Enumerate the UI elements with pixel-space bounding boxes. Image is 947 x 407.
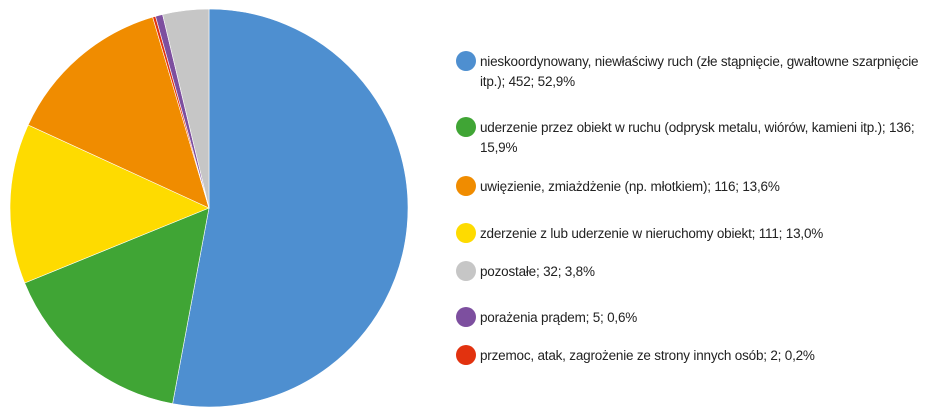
pie-slice <box>162 8 210 209</box>
legend-swatch <box>456 176 476 196</box>
legend-label: uwięzienie, zmiażdżenie (np. młotkiem); … <box>480 179 780 194</box>
legend-swatch <box>456 345 476 365</box>
legend-item: porażenia prądem; 5; 0,6% <box>456 307 944 328</box>
legend-label: zderzenie z lub uderzenie w nieruchomy o… <box>480 226 824 241</box>
legend-swatch <box>456 117 476 137</box>
pie-slice <box>172 8 409 407</box>
legend-label: przemoc, atak, zagrożenie ze strony inny… <box>480 348 815 363</box>
pie-slice <box>27 16 210 209</box>
legend-swatch <box>456 223 476 243</box>
legend-item: zderzenie z lub uderzenie w nieruchomy o… <box>456 223 944 244</box>
legend-item: uderzenie przez obiekt w ruchu (odprysk … <box>456 117 944 158</box>
legend-label: pozostałe; 32; 3,8% <box>480 264 595 279</box>
legend-item: uwięzienie, zmiażdżenie (np. młotkiem); … <box>456 176 944 197</box>
legend-label: nieskoordynowany, niewłaściwy ruch (złe … <box>480 54 919 89</box>
legend-item: nieskoordynowany, niewłaściwy ruch (złe … <box>456 51 944 92</box>
legend-swatch <box>456 51 476 71</box>
pie-slice <box>24 207 210 404</box>
legend-item: przemoc, atak, zagrożenie ze strony inny… <box>456 345 944 366</box>
legend-swatch <box>456 261 476 281</box>
pie-slice <box>9 124 210 284</box>
legend-label: uderzenie przez obiekt w ruchu (odprysk … <box>480 120 915 155</box>
legend-label: porażenia prądem; 5; 0,6% <box>480 310 638 325</box>
legend-swatch <box>456 307 476 327</box>
legend-item: pozostałe; 32; 3,8% <box>456 261 944 282</box>
